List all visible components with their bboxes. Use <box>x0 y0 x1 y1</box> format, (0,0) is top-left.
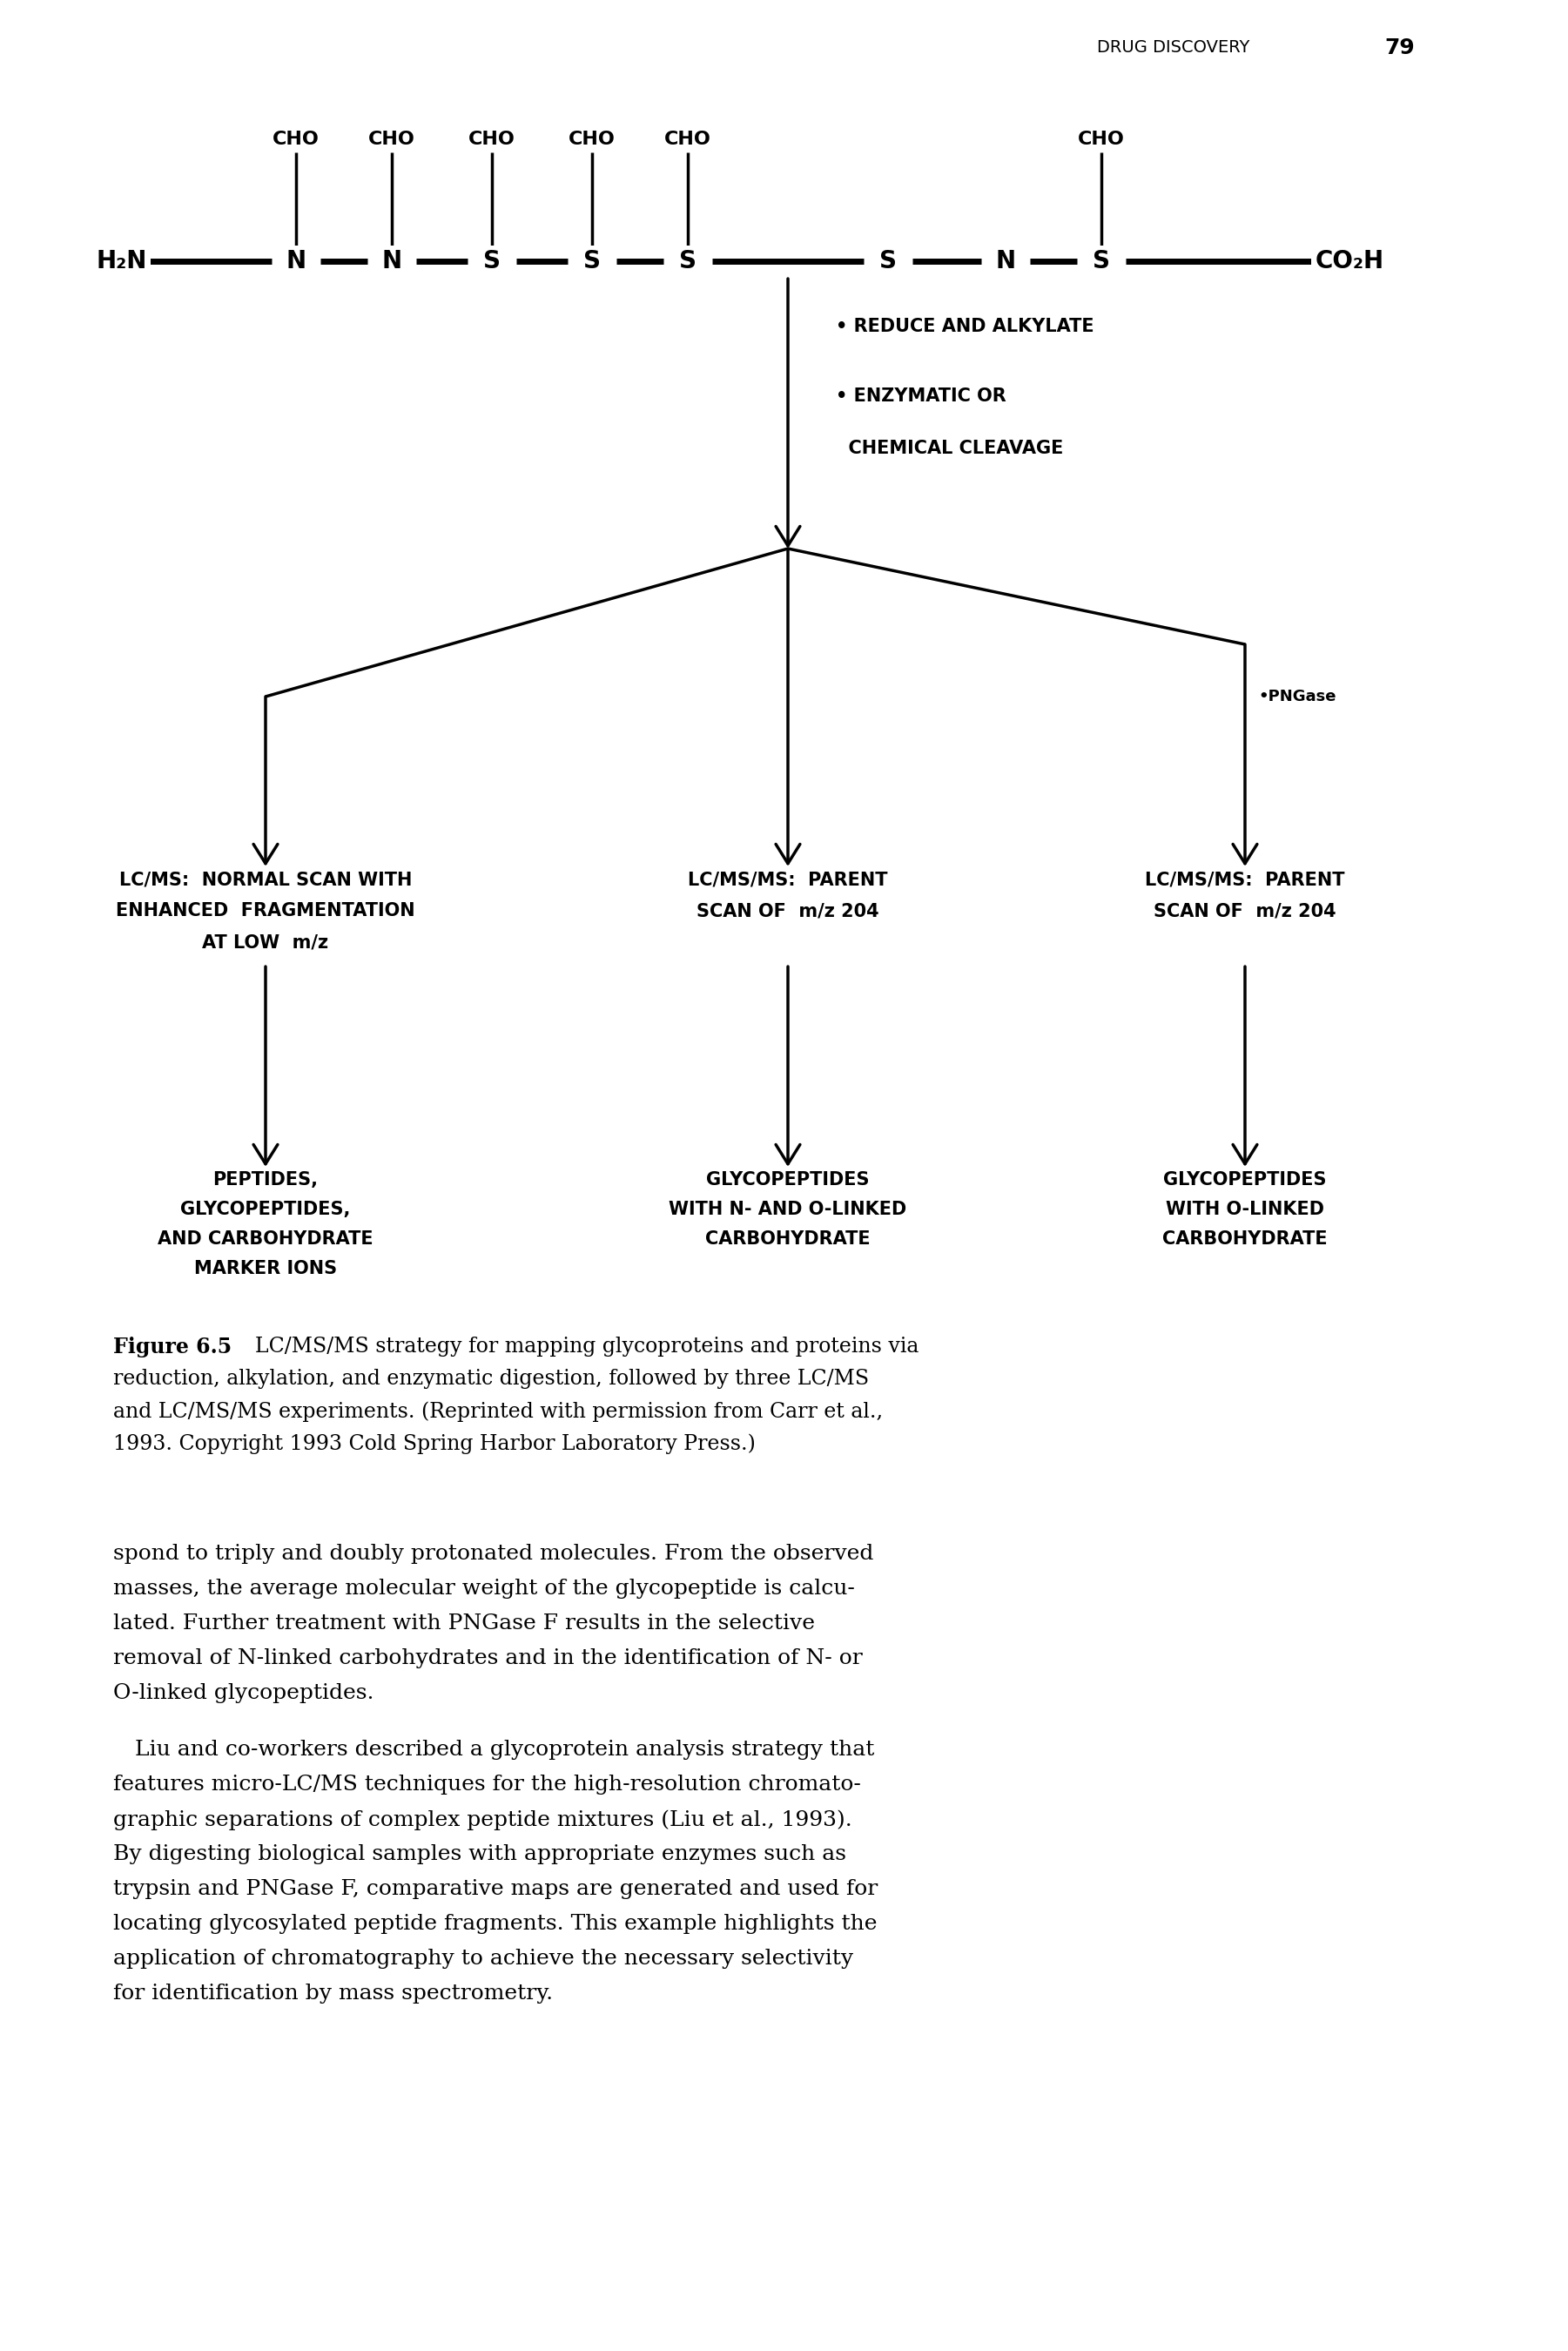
Text: S: S <box>483 249 500 273</box>
Text: AND CARBOHYDRATE: AND CARBOHYDRATE <box>158 1230 373 1248</box>
Text: S: S <box>583 249 601 273</box>
Text: GLYCOPEPTIDES,: GLYCOPEPTIDES, <box>180 1201 351 1218</box>
Text: N: N <box>381 249 401 273</box>
Text: WITH O-LINKED: WITH O-LINKED <box>1165 1201 1325 1218</box>
Text: CHO: CHO <box>665 132 712 148</box>
Text: CHO: CHO <box>1077 132 1124 148</box>
Text: LC/MS:  NORMAL SCAN WITH: LC/MS: NORMAL SCAN WITH <box>119 870 412 889</box>
Text: N: N <box>285 249 306 273</box>
Text: WITH N- AND O-LINKED: WITH N- AND O-LINKED <box>670 1201 906 1218</box>
Text: ENHANCED  FRAGMENTATION: ENHANCED FRAGMENTATION <box>116 903 416 919</box>
Text: CHO: CHO <box>569 132 616 148</box>
Text: CHO: CHO <box>469 132 516 148</box>
Text: LC/MS/MS:  PARENT: LC/MS/MS: PARENT <box>688 870 887 889</box>
Text: N: N <box>996 249 1016 273</box>
Text: and LC/MS/MS experiments. (Reprinted with permission from Carr et al.,: and LC/MS/MS experiments. (Reprinted wit… <box>113 1401 883 1422</box>
Text: 1993. Copyright 1993 Cold Spring Harbor Laboratory Press.): 1993. Copyright 1993 Cold Spring Harbor … <box>113 1434 756 1453</box>
Text: H₂N: H₂N <box>97 249 147 273</box>
Text: DRUG DISCOVERY: DRUG DISCOVERY <box>1098 40 1250 56</box>
Text: MARKER IONS: MARKER IONS <box>194 1260 337 1277</box>
Text: • ENZYMATIC OR: • ENZYMATIC OR <box>836 388 1007 404</box>
Text: O-linked glycopeptides.: O-linked glycopeptides. <box>113 1683 373 1702</box>
Text: lated. Further treatment with PNGase F results in the selective: lated. Further treatment with PNGase F r… <box>113 1613 815 1634</box>
Text: S: S <box>679 249 696 273</box>
Text: CHEMICAL CLEAVAGE: CHEMICAL CLEAVAGE <box>836 440 1063 456</box>
Text: reduction, alkylation, and enzymatic digestion, followed by three LC/MS: reduction, alkylation, and enzymatic dig… <box>113 1368 869 1389</box>
Text: trypsin and PNGase F, comparative maps are generated and used for: trypsin and PNGase F, comparative maps a… <box>113 1878 878 1900</box>
Text: graphic separations of complex peptide mixtures (Liu et al., 1993).: graphic separations of complex peptide m… <box>113 1810 851 1829</box>
Text: LC/MS/MS:  PARENT: LC/MS/MS: PARENT <box>1145 870 1345 889</box>
Text: Liu and co-workers described a glycoprotein analysis strategy that: Liu and co-workers described a glycoprot… <box>113 1740 875 1761</box>
Text: application of chromatography to achieve the necessary selectivity: application of chromatography to achieve… <box>113 1949 853 1968</box>
Text: Figure 6.5: Figure 6.5 <box>113 1338 232 1357</box>
Text: LC/MS/MS strategy for mapping glycoproteins and proteins via: LC/MS/MS strategy for mapping glycoprote… <box>241 1338 919 1357</box>
Text: •PNGase: •PNGase <box>1258 689 1336 705</box>
Text: PEPTIDES,: PEPTIDES, <box>213 1171 318 1190</box>
Text: AT LOW  m/z: AT LOW m/z <box>202 933 329 950</box>
Text: S: S <box>880 249 897 273</box>
Text: CARBOHYDRATE: CARBOHYDRATE <box>706 1230 870 1248</box>
Text: CARBOHYDRATE: CARBOHYDRATE <box>1162 1230 1328 1248</box>
Text: 79: 79 <box>1385 38 1414 59</box>
Text: spond to triply and doubly protonated molecules. From the observed: spond to triply and doubly protonated mo… <box>113 1545 873 1563</box>
Text: S: S <box>1093 249 1110 273</box>
Text: for identification by mass spectrometry.: for identification by mass spectrometry. <box>113 1984 554 2003</box>
Text: masses, the average molecular weight of the glycopeptide is calcu-: masses, the average molecular weight of … <box>113 1578 855 1599</box>
Text: CO₂H: CO₂H <box>1316 249 1385 273</box>
Text: • REDUCE AND ALKYLATE: • REDUCE AND ALKYLATE <box>836 317 1094 336</box>
Text: GLYCOPEPTIDES: GLYCOPEPTIDES <box>1163 1171 1327 1190</box>
Text: locating glycosylated peptide fragments. This example highlights the: locating glycosylated peptide fragments.… <box>113 1914 877 1935</box>
Text: GLYCOPEPTIDES: GLYCOPEPTIDES <box>706 1171 870 1190</box>
Text: CHO: CHO <box>273 132 320 148</box>
Text: By digesting biological samples with appropriate enzymes such as: By digesting biological samples with app… <box>113 1843 847 1864</box>
Text: CHO: CHO <box>368 132 416 148</box>
Text: features micro-LC/MS techniques for the high-resolution chromato-: features micro-LC/MS techniques for the … <box>113 1775 861 1794</box>
Text: SCAN OF  m/z 204: SCAN OF m/z 204 <box>1154 903 1336 919</box>
Text: SCAN OF  m/z 204: SCAN OF m/z 204 <box>696 903 880 919</box>
Text: removal of N-linked carbohydrates and in the identification of N- or: removal of N-linked carbohydrates and in… <box>113 1648 862 1669</box>
